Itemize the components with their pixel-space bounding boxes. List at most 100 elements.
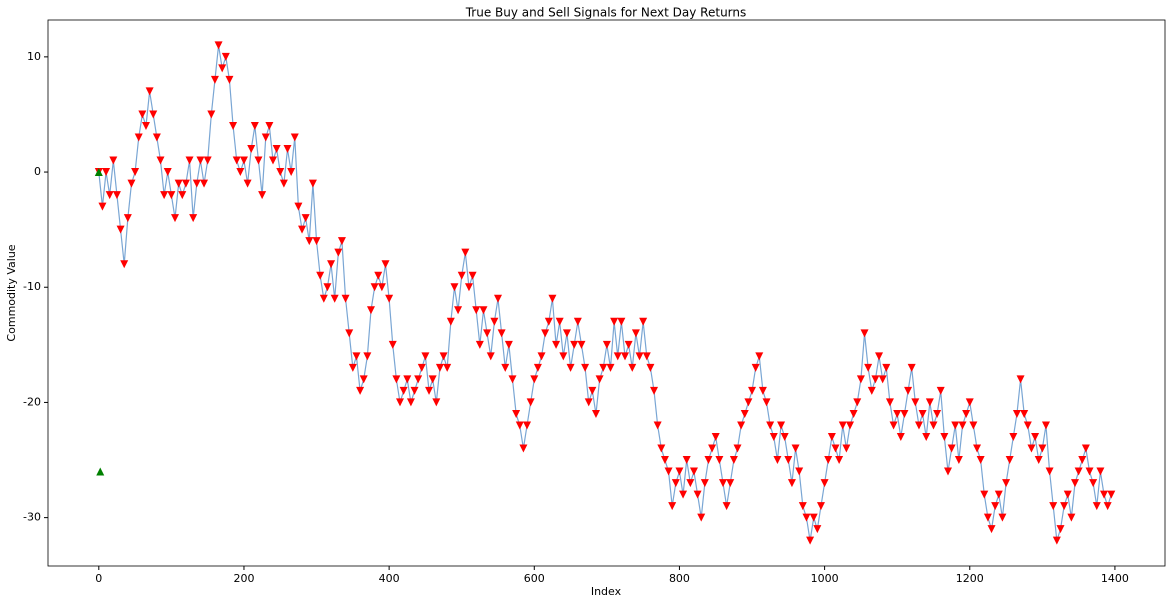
sell-signal [679, 490, 688, 499]
sell-signal [359, 375, 368, 384]
sell-signal [787, 479, 796, 488]
sell-signal [334, 248, 343, 257]
y-tick-label: 10 [27, 50, 41, 63]
sell-signal [1092, 502, 1101, 511]
sell-signal [450, 283, 459, 292]
sell-signal [715, 456, 724, 465]
sell-signal [693, 490, 702, 499]
sell-signal [646, 363, 655, 372]
x-tick-label: 800 [669, 572, 690, 585]
sell-signal [762, 398, 771, 407]
sell-signal [214, 41, 223, 50]
sell-signal [131, 168, 140, 177]
sell-signal [613, 352, 622, 361]
sell-signal [1096, 467, 1105, 476]
sell-signal [432, 398, 441, 407]
sell-signal [791, 444, 800, 453]
sell-signal [1005, 456, 1014, 465]
price-line [98, 45, 1112, 541]
sell-signal [922, 432, 931, 441]
sell-signal [486, 352, 495, 361]
sell-signal [588, 386, 597, 395]
sell-signal [1063, 490, 1072, 499]
sell-signal [595, 375, 604, 384]
sell-signal [287, 168, 296, 177]
sell-signal [290, 133, 299, 142]
sell-signal [406, 398, 415, 407]
y-tick-label: -30 [23, 511, 41, 524]
sell-signal [610, 317, 619, 326]
sell-signal [327, 260, 336, 269]
sell-signal [831, 444, 840, 453]
sell-signal [697, 513, 706, 522]
sell-signal [827, 432, 836, 441]
sell-signal [185, 156, 194, 165]
sell-signal [461, 248, 470, 257]
sell-signal [156, 156, 165, 165]
sell-signal [573, 317, 582, 326]
sell-signal [207, 110, 216, 119]
sell-signal [163, 168, 172, 177]
sell-signal [591, 409, 600, 418]
sell-signal [552, 340, 561, 349]
sell-signal [980, 490, 989, 499]
sell-signal [896, 432, 905, 441]
sell-signal [798, 502, 807, 511]
sell-signal [171, 214, 180, 223]
sell-signal [425, 386, 434, 395]
sell-signal [203, 156, 212, 165]
sell-signal [428, 375, 437, 384]
sell-signal [345, 329, 354, 338]
sell-signal [1100, 490, 1109, 499]
x-tick-label: 1400 [1101, 572, 1129, 585]
sell-signal [464, 283, 473, 292]
sell-signal [653, 421, 662, 430]
sell-signal [490, 317, 499, 326]
sell-signal [856, 375, 865, 384]
sell-signal [617, 317, 626, 326]
sell-signal [991, 502, 1000, 511]
sell-signal [446, 317, 455, 326]
sell-signal [824, 456, 833, 465]
sell-signal [671, 479, 680, 488]
sell-signal [109, 156, 118, 165]
sell-signal [236, 168, 245, 177]
sell-signal [530, 375, 539, 384]
sell-signal [160, 191, 169, 200]
sell-signal [112, 191, 121, 200]
sell-signal [606, 363, 615, 372]
sell-signal [472, 306, 481, 315]
sell-signal [784, 456, 793, 465]
sell-signal [1107, 490, 1116, 499]
sell-signal [1071, 479, 1080, 488]
sell-signal [740, 409, 749, 418]
sell-signal [802, 513, 811, 522]
buy-signal [96, 467, 105, 476]
sell-signal [454, 306, 463, 315]
sell-signal [501, 363, 510, 372]
sell-signal [816, 502, 825, 511]
sell-signal [127, 179, 136, 188]
sell-signal [483, 329, 492, 338]
sell-signal [457, 271, 466, 280]
sell-signal [261, 133, 270, 142]
sell-signal [867, 386, 876, 395]
sell-signal [773, 456, 782, 465]
sell-signal [675, 467, 684, 476]
sell-signal [668, 502, 677, 511]
sell-signal [316, 271, 325, 280]
sell-signal [439, 352, 448, 361]
sell-signal [181, 179, 190, 188]
sell-signal [141, 121, 150, 130]
sell-signal [914, 421, 923, 430]
sell-signal [737, 421, 746, 430]
sell-signal [232, 156, 241, 165]
sell-signal [399, 386, 408, 395]
sell-signal [410, 386, 419, 395]
sell-signal [174, 179, 183, 188]
sell-signal [544, 317, 553, 326]
sell-signal [145, 87, 154, 96]
